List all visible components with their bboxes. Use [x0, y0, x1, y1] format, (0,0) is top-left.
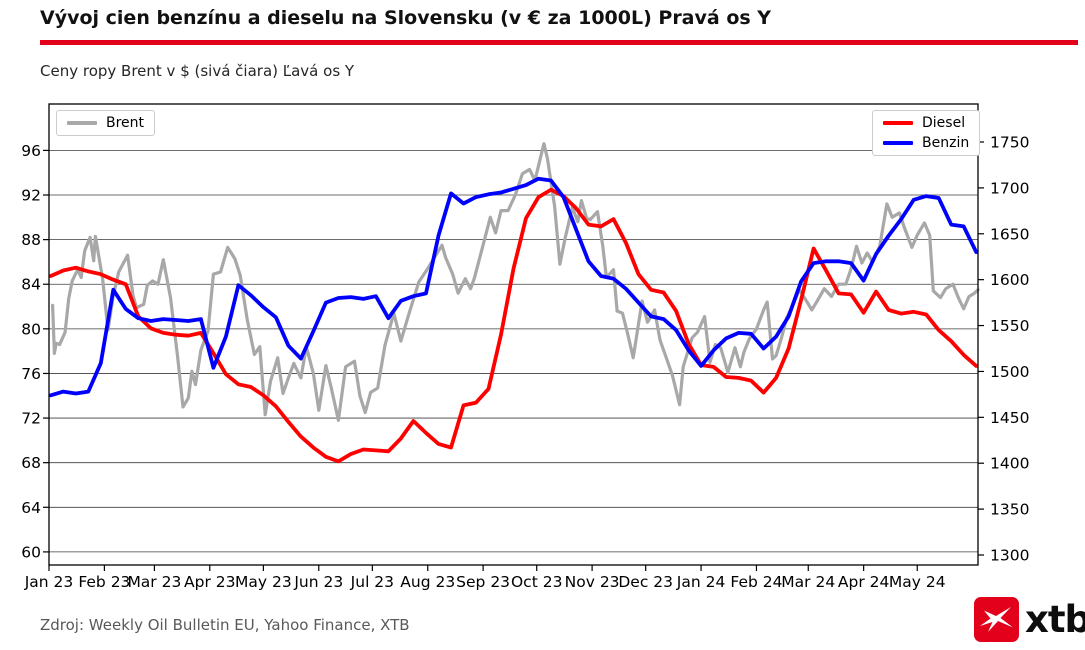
x-axis-label: Oct 23 — [511, 573, 562, 591]
x-axis-label: Apr 24 — [838, 573, 889, 591]
x-axis-label: Jan 23 — [24, 573, 74, 591]
x-axis-label: May 24 — [889, 573, 946, 591]
xtb-logo-mark-icon — [974, 597, 1019, 642]
legend-row-brent: Brent — [67, 116, 144, 130]
y-axis-label-right: 1650 — [990, 225, 1029, 243]
header-accent-rule — [40, 40, 1078, 45]
y-axis-label-right: 1400 — [990, 455, 1029, 473]
y-axis-label-left: 60 — [21, 543, 41, 561]
legend-label-benzin: Benzin — [922, 135, 970, 151]
x-axis-label: Mar 23 — [127, 573, 181, 591]
y-axis-label-right: 1350 — [990, 501, 1029, 519]
source-note: Zdroj: Weekly Oil Bulletin EU, Yahoo Fin… — [40, 616, 410, 634]
y-axis-label-right: 1550 — [990, 317, 1029, 335]
x-axis-label: Sep 23 — [456, 573, 510, 591]
y-axis-label-left: 80 — [21, 320, 41, 338]
x-axis-label: Jan 24 — [676, 573, 726, 591]
x-axis-label: Mar 24 — [781, 573, 835, 591]
y-axis-label-right: 1750 — [990, 133, 1029, 151]
xtb-logo: xtb — [974, 597, 1085, 642]
x-axis-label: Jul 23 — [350, 573, 394, 591]
benzin-line — [48, 176, 979, 398]
x-axis-label: Aug 23 — [400, 573, 455, 591]
y-axis-label-right: 1500 — [990, 363, 1029, 381]
y-axis-label-right: 1300 — [990, 547, 1029, 565]
x-axis-label: Feb 24 — [730, 573, 782, 591]
y-axis-label-right: 1600 — [990, 271, 1029, 289]
x-axis-label: Feb 23 — [78, 573, 130, 591]
legend-brent: Brent — [56, 110, 156, 136]
y-axis-label-left: 68 — [21, 454, 41, 472]
legend-label-brent: Brent — [106, 115, 145, 131]
y-axis-label-left: 72 — [21, 410, 41, 428]
y-axis-label-right: 1450 — [990, 409, 1029, 427]
y-axis-label-left: 76 — [21, 365, 41, 383]
xtb-wordmark: xtb — [1025, 598, 1085, 641]
x-axis-label: May 23 — [235, 573, 292, 591]
brent-line — [50, 142, 980, 422]
legend-fuel: Diesel Benzin — [872, 110, 981, 156]
y-axis-label-left: 88 — [21, 231, 41, 249]
x-axis-label: Nov 23 — [565, 573, 620, 591]
diesel-line-swatch — [883, 121, 913, 125]
y-axis-label-left: 96 — [21, 142, 41, 160]
brent-line-swatch — [67, 121, 97, 125]
y-axis-label-left: 84 — [21, 276, 41, 294]
y-axis-label-left: 64 — [21, 499, 41, 517]
chart-subtitle: Ceny ropy Brent v $ (sivá čiara) Ľavá os… — [40, 62, 355, 80]
x-axis-label: Dec 23 — [618, 573, 673, 591]
legend-row-benzin: Benzin — [883, 136, 969, 150]
x-axis-label: Apr 23 — [184, 573, 235, 591]
y-axis-label-left: 92 — [21, 187, 41, 205]
plot-frame — [48, 103, 979, 566]
x-axis-label: Jun 23 — [293, 573, 343, 591]
legend-row-diesel: Diesel — [883, 116, 969, 130]
benzin-line-swatch — [883, 141, 913, 145]
page-title: Vývoj cien benzínu a dieselu na Slovensk… — [40, 7, 772, 29]
legend-label-diesel: Diesel — [922, 115, 966, 131]
diesel-line — [48, 187, 979, 464]
y-axis-label-right: 1700 — [990, 179, 1029, 197]
